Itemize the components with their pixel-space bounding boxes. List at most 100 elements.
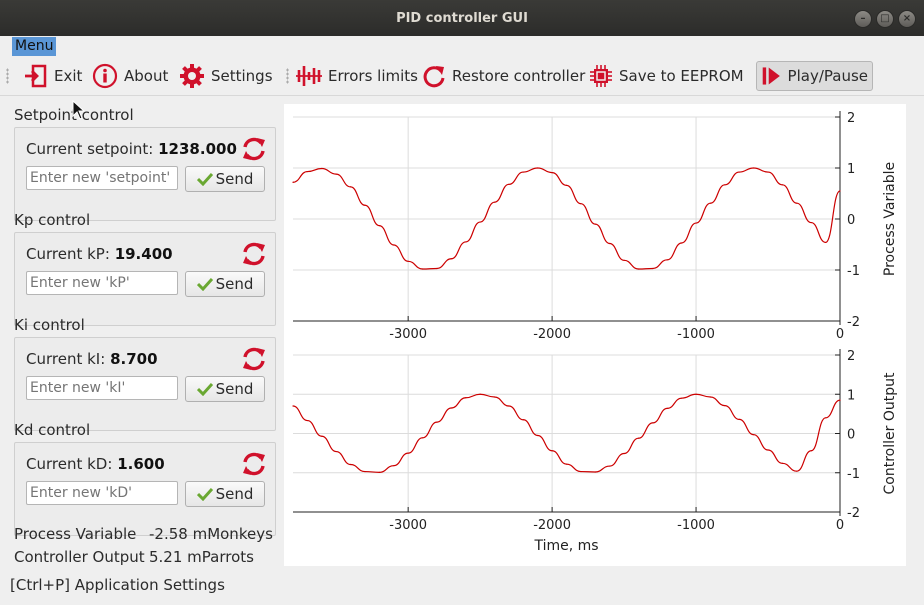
y-tick-label: 2 [847, 111, 855, 126]
errors-limits-button[interactable]: Errors limits [292, 61, 422, 91]
refresh-button[interactable] [241, 346, 267, 376]
refresh-button[interactable] [241, 136, 267, 166]
data-point [306, 170, 308, 173]
errors-limits-label: Errors limits [328, 67, 418, 85]
checkmark-icon [196, 382, 213, 396]
co-label: Controller Output [14, 548, 145, 566]
data-point [738, 171, 740, 173]
refresh-button[interactable] [241, 241, 267, 271]
x-tick-label: -2000 [533, 518, 571, 533]
data-point [522, 171, 524, 173]
menu-button[interactable]: Menu [12, 37, 57, 56]
x-tick-label: -3000 [389, 327, 427, 342]
gear-icon [180, 64, 204, 88]
data-point [623, 452, 625, 455]
play-pause-icon [762, 67, 780, 85]
data-point [378, 225, 380, 227]
data-point [738, 418, 740, 420]
toolbar: Exit About Settings [0, 57, 924, 96]
data-point [335, 450, 337, 453]
data-point [652, 422, 654, 424]
data-point [666, 259, 668, 261]
refresh-button[interactable] [241, 451, 267, 481]
new-value-input[interactable] [26, 481, 178, 505]
toolbar-handle[interactable] [6, 68, 9, 84]
send-label: Send [215, 275, 254, 293]
y-tick-label: 0 [847, 428, 855, 443]
data-point [335, 173, 337, 175]
close-icon[interactable]: × [898, 10, 916, 28]
chip-icon [590, 65, 612, 87]
data-point [421, 437, 424, 439]
data-point [666, 407, 668, 409]
status-bar: [Ctrl+P] Application Settings [10, 576, 225, 594]
data-point [609, 242, 611, 245]
play-pause-label: Play/Pause [787, 67, 868, 85]
restore-controller-button[interactable]: Restore controller [418, 61, 589, 91]
data-point [522, 419, 524, 421]
data-point [364, 470, 366, 473]
data-point [508, 183, 510, 185]
about-label: About [124, 67, 169, 85]
data-point [450, 407, 452, 409]
current-value-text: Current kP: 19.400 [26, 245, 173, 263]
refresh-icon [243, 242, 265, 266]
current-value: 19.400 [114, 245, 173, 263]
control-group: Current kP: 19.400 Send [14, 232, 276, 326]
data-point [292, 181, 294, 183]
data-point [292, 405, 294, 407]
process-variable-readout: Process Variable -2.58 mMonkeys [14, 525, 273, 543]
x-tick-label: -2000 [533, 327, 571, 342]
y-tick-label: -2 [847, 315, 860, 330]
group-title: Kd control [14, 421, 91, 439]
data-point [537, 167, 539, 169]
data-point [724, 405, 726, 407]
data-point [479, 393, 481, 395]
send-button[interactable]: Send [185, 271, 265, 297]
data-point [551, 171, 553, 174]
y-axis-label: Controller Output [882, 372, 898, 494]
save-to-eeprom-button[interactable]: Save to EEPROM [585, 61, 748, 91]
new-value-input[interactable] [26, 166, 178, 190]
data-point [810, 450, 812, 452]
minimize-icon[interactable]: – [854, 10, 872, 28]
current-label: Current kD: [26, 455, 113, 473]
data-point [306, 419, 308, 422]
data-point [393, 244, 395, 246]
menu-bar: Menu [0, 36, 924, 57]
settings-button[interactable]: Settings [175, 61, 277, 91]
data-point [594, 223, 596, 225]
send-label: Send [215, 380, 254, 398]
send-button[interactable]: Send [185, 376, 265, 402]
data-point [465, 241, 467, 243]
data-point [796, 470, 798, 472]
data-point [421, 268, 424, 270]
data-point [709, 202, 712, 204]
send-button[interactable]: Send [185, 481, 265, 507]
data-point [724, 184, 726, 186]
new-value-input[interactable] [26, 376, 178, 400]
data-point [407, 260, 409, 262]
current-value-text: Current kI: 8.700 [26, 350, 158, 368]
send-label: Send [215, 170, 254, 188]
new-value-input[interactable] [26, 271, 178, 295]
send-button[interactable]: Send [185, 166, 265, 192]
y-tick-label: -1 [847, 264, 860, 279]
current-value-text: Current kD: 1.600 [26, 455, 165, 473]
exit-button[interactable]: Exit [20, 61, 86, 91]
about-button[interactable]: About [88, 61, 172, 91]
data-point [393, 465, 395, 467]
series-line [292, 167, 841, 270]
maximize-icon[interactable]: □ [876, 10, 894, 28]
info-icon [92, 63, 118, 89]
window-controls: – □ × [854, 10, 916, 28]
send-label: Send [215, 485, 254, 503]
play-pause-button[interactable]: Play/Pause [756, 61, 873, 91]
co-value: 5.21 mParrots [149, 548, 254, 566]
data-point [349, 463, 352, 466]
exit-icon [25, 64, 47, 88]
data-point [637, 437, 640, 439]
control-group: Current kI: 8.700 Send [14, 337, 276, 431]
data-point [493, 396, 496, 398]
